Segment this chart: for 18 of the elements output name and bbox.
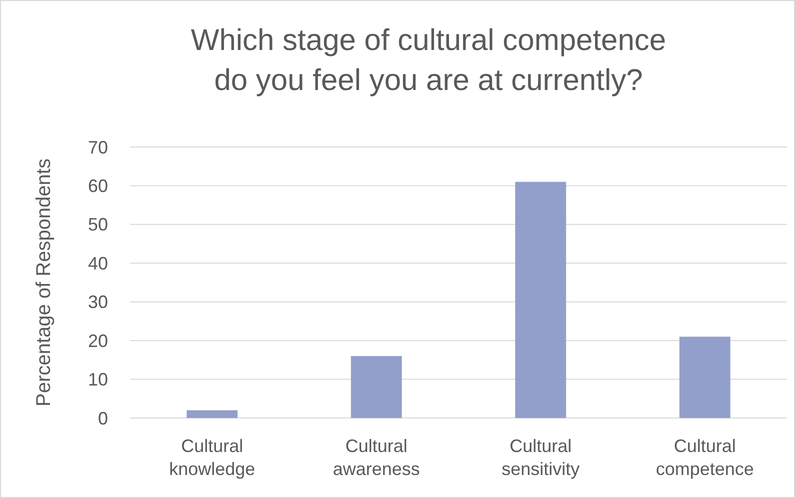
x-tick-label: Cultural awareness: [332, 436, 420, 479]
bar: [186, 410, 238, 418]
y-tick-label: 70: [88, 137, 108, 158]
y-axis-title: Percentage of Respondents: [33, 158, 55, 406]
y-tick-label: 50: [88, 214, 108, 235]
y-tick-label: 60: [88, 176, 108, 196]
x-tick-label: Cultural competence: [656, 436, 754, 479]
y-tick-label: 0: [98, 408, 108, 428]
x-tick-label: Cultural sensitivity: [502, 436, 580, 479]
bar: [679, 336, 730, 418]
y-tick-label: 40: [88, 253, 108, 274]
chart-title: Which stage of cultural competence do you feel you are at currently?: [190, 24, 666, 97]
bar: [350, 356, 402, 418]
y-tick-label: 30: [88, 292, 108, 312]
bar: [515, 182, 566, 418]
y-tick-label: 10: [88, 370, 108, 390]
x-tick-label: Cultural knowledge: [169, 436, 256, 479]
y-tick-label: 20: [88, 330, 108, 351]
